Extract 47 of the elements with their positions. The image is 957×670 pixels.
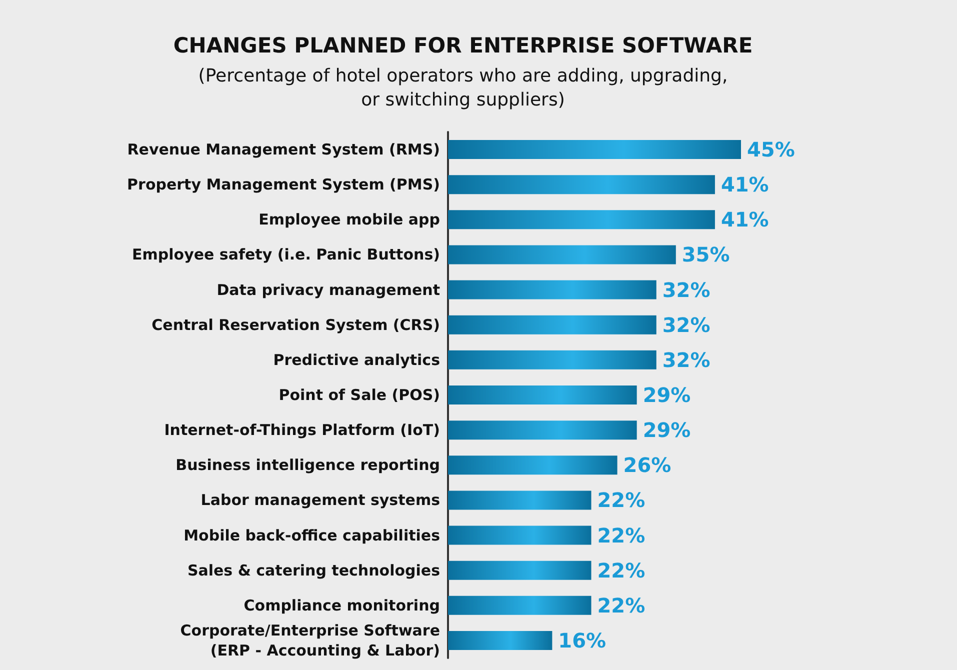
y-tick-label: Employee mobile app [258,210,440,229]
bar [448,280,656,300]
y-tick-label: Mobile back-office capabilities [184,526,440,544]
y-tick-label: Property Management System (PMS) [127,176,440,194]
data-label: 16% [558,628,606,652]
y-tick-label: Predictive analytics [273,350,440,369]
y-tick-label: Compliance monitoring [244,596,440,614]
data-label: 45% [747,138,795,162]
chart-subtitle: (Percentage of hotel operators who are adding, upgrading, or switching suppliers) [198,66,728,110]
bar [448,210,715,230]
bar [448,560,592,580]
y-tick-label: Internet-of-Things Platform (IoT) [164,421,440,440]
data-label: 32% [662,278,710,302]
bar [448,526,592,545]
data-label: 22% [597,488,646,512]
y-tick-label: Central Reservation System (CRS) [152,316,440,334]
bar [448,490,592,510]
bar [448,245,676,264]
data-label: 35% [682,242,730,267]
data-label: 22% [597,593,646,618]
data-label: 41% [720,208,769,232]
y-tick-label: Corporate/Enterprise Software (ERP - Accounting & Labor) [180,621,440,660]
data-label: 41% [720,172,769,197]
bar [448,456,618,475]
y-tick-label: Revenue Management System (RMS) [127,140,440,159]
y-tick-label: Business intelligence reporting [176,456,440,474]
bar [448,630,552,650]
bar [448,386,637,404]
data-label: 32% [662,348,710,372]
y-tick-label: Employee safety (i.e. Panic Buttons) [132,246,440,264]
bar [448,140,741,160]
data-label: 22% [597,558,646,582]
y-tick-label: Data privacy management [216,280,440,299]
bar [448,420,637,440]
bar [448,175,715,194]
data-label: 32% [662,312,710,337]
data-label: 22% [597,523,646,548]
data-label: 26% [623,453,672,478]
bar [448,315,656,334]
y-tick-label: Sales & catering technologies [187,561,440,580]
bar [448,596,592,615]
data-label: 29% [642,418,691,442]
y-tick-label: Labor management systems [200,491,440,510]
y-tick-label: Point of Sale (POS) [278,386,440,404]
chart-title: CHANGES PLANNED FOR ENTERPRISE SOFTWARE [173,34,753,58]
data-label: 29% [642,383,691,407]
bar [448,350,656,370]
